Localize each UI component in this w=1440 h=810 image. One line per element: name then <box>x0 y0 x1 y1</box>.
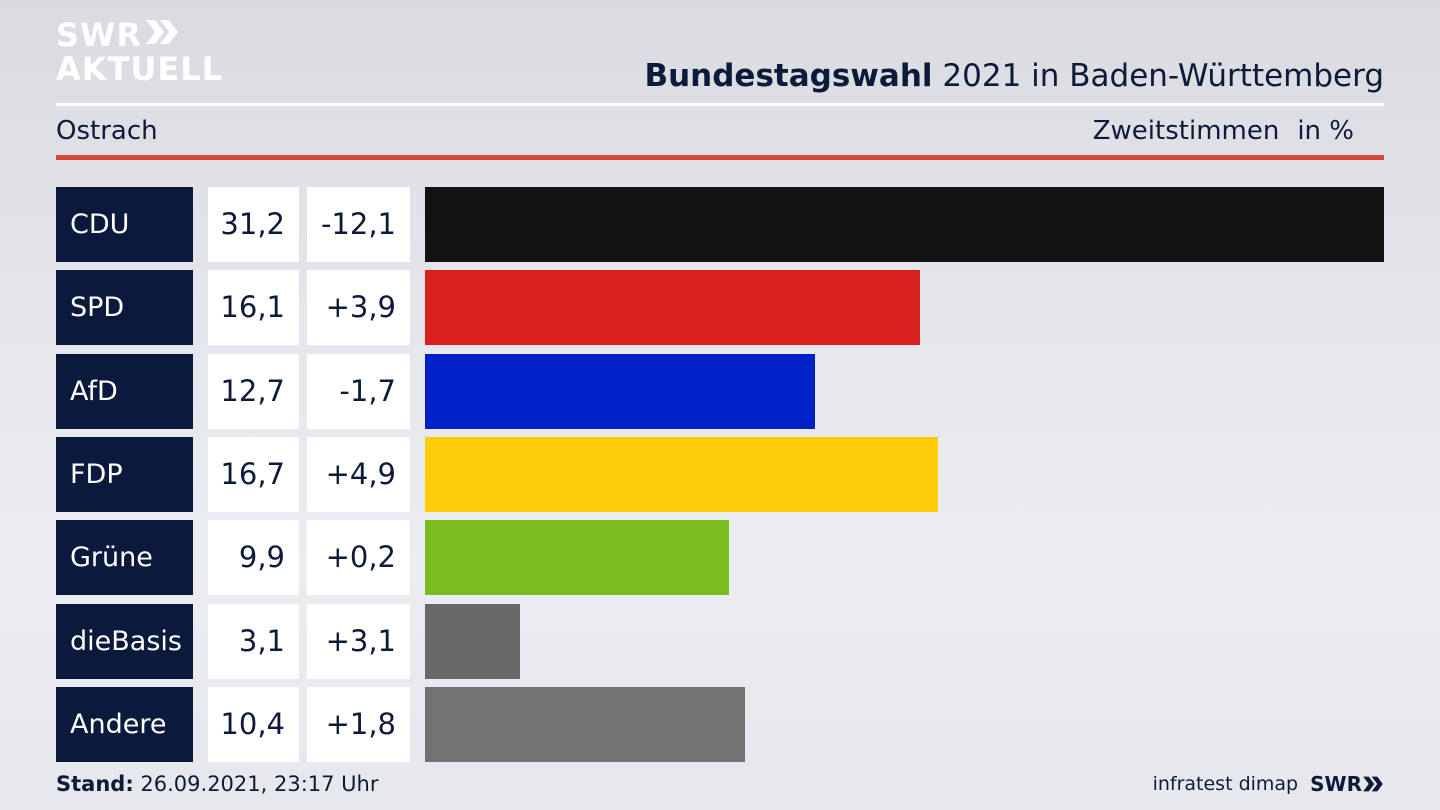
bar-row: Grüne 9,9 +0,2 <box>56 520 1384 596</box>
change-label: +0,2 <box>307 520 410 596</box>
source-credit: infratest dimap SWR <box>1153 772 1384 796</box>
footer-brand-text: SWR <box>1310 772 1362 796</box>
change-label: -12,1 <box>307 187 410 262</box>
value-label: 9,9 <box>208 520 299 596</box>
party-label: Andere <box>56 686 193 762</box>
chart-title: Bundestagswahl 2021 in Baden-Württemberg <box>644 58 1384 94</box>
bar <box>425 270 920 346</box>
timestamp: Stand: 26.09.2021, 23:17 Uhr <box>56 772 379 796</box>
unit-label: in % <box>1297 116 1354 146</box>
swr-aktuell-logo: SWR AKTUELL <box>56 18 223 86</box>
party-label: FDP <box>56 436 193 512</box>
bar-row: SPD 16,1 +3,9 <box>56 270 1384 346</box>
value-label: 3,1 <box>208 603 299 679</box>
change-label: +4,9 <box>307 436 410 512</box>
source-label: infratest dimap <box>1152 773 1299 795</box>
bar-row: dieBasis 3,1 +3,1 <box>56 603 1384 679</box>
location-label: Ostrach <box>56 116 158 146</box>
bar <box>425 603 521 679</box>
bar <box>425 353 816 429</box>
measure-label: Zweitstimmen in % <box>1093 116 1354 146</box>
measure-name: Zweitstimmen <box>1092 116 1280 146</box>
swr-footer-logo: SWR <box>1310 772 1384 796</box>
change-label: +3,9 <box>307 270 410 346</box>
party-label: CDU <box>56 187 193 262</box>
value-label: 16,7 <box>208 436 299 512</box>
double-chevron-icon <box>144 18 180 52</box>
value-label: 31,2 <box>208 187 299 262</box>
logo-aktuell-text: AKTUELL <box>56 50 224 88</box>
bar <box>425 520 730 596</box>
bar-row: AfD 12,7 -1,7 <box>56 353 1384 429</box>
value-label: 12,7 <box>208 353 299 429</box>
change-label: -1,7 <box>307 353 410 429</box>
bar <box>425 436 939 512</box>
bar-row: CDU 31,2 -12,1 <box>56 187 1384 262</box>
bar <box>425 187 1384 262</box>
double-chevron-small-icon <box>1363 776 1383 792</box>
change-label: +3,1 <box>307 603 410 679</box>
accent-divider <box>56 155 1384 160</box>
bar-row: FDP 16,7 +4,9 <box>56 436 1384 512</box>
stand-value: 26.09.2021, 23:17 Uhr <box>133 772 379 796</box>
title-bold: Bundestagswahl <box>644 58 933 94</box>
header-divider <box>56 103 1384 106</box>
value-label: 16,1 <box>208 270 299 346</box>
party-label: dieBasis <box>56 603 193 679</box>
bar-row: Andere 10,4 +1,8 <box>56 686 1384 762</box>
logo-swr-text: SWR <box>56 16 142 54</box>
party-label: AfD <box>56 353 193 429</box>
value-label: 10,4 <box>208 686 299 762</box>
change-label: +1,8 <box>307 686 410 762</box>
party-label: Grüne <box>56 520 193 596</box>
bar <box>425 686 745 762</box>
party-label: SPD <box>56 270 193 346</box>
stand-label: Stand: <box>56 772 134 796</box>
title-rest: 2021 in Baden-Württemberg <box>932 58 1384 94</box>
